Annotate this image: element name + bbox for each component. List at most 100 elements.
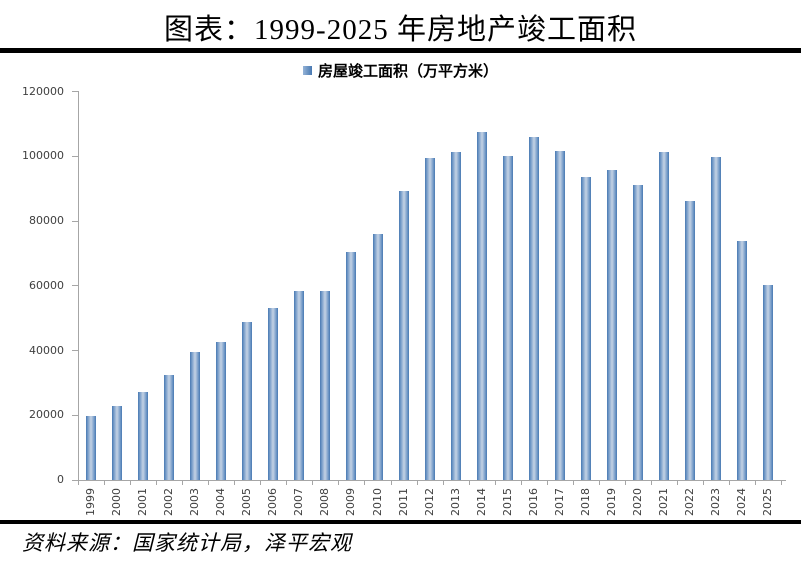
- x-axis-label: 2015: [500, 488, 514, 516]
- y-axis-tick: [72, 220, 78, 222]
- bar-2014: [476, 132, 487, 480]
- y-axis-tick: [72, 285, 78, 287]
- y-axis: [78, 91, 79, 481]
- x-axis-label: 2020: [630, 488, 644, 516]
- x-axis-label: 2011: [396, 488, 410, 516]
- legend-label: 房屋竣工面积（万平方米）: [317, 63, 498, 80]
- x-axis-tick: [78, 480, 79, 485]
- bar-2023: [711, 156, 721, 480]
- bar-2020: [632, 184, 643, 480]
- source-note: 资料来源：国家统计局，泽平宏观: [22, 531, 352, 555]
- x-axis-tick: [130, 480, 132, 485]
- x-axis-tick: [468, 480, 470, 485]
- x-axis-label: 2004: [214, 488, 228, 516]
- bar-2000: [112, 405, 123, 480]
- bar-2024: [737, 241, 747, 480]
- y-axis-tick: [72, 479, 78, 481]
- x-axis-label: 2010: [370, 488, 384, 516]
- x-axis-label: 2012: [422, 488, 436, 516]
- x-axis-tick: [520, 480, 522, 485]
- bar-2019: [606, 169, 617, 480]
- x-axis-tick: [416, 480, 418, 485]
- bar-2004: [216, 342, 227, 480]
- x-axis-label: 2021: [656, 488, 670, 516]
- x-axis-label: 2008: [318, 488, 332, 516]
- bar-2025: [763, 284, 774, 480]
- top-divider: [0, 48, 801, 53]
- bar-2007: [294, 291, 305, 480]
- x-axis-label: 2013: [448, 488, 462, 516]
- y-axis-label: 0: [57, 473, 64, 486]
- x-axis-label: 2007: [292, 488, 306, 516]
- x-axis-tick: [624, 480, 626, 485]
- bar-1999: [86, 416, 96, 480]
- bar-2005: [242, 322, 253, 480]
- y-axis-label: 100000: [22, 149, 64, 163]
- x-axis-tick: [390, 480, 392, 485]
- y-axis-tick: [72, 414, 78, 416]
- x-axis-label: 2017: [552, 488, 566, 516]
- x-axis-label: 2003: [188, 488, 202, 516]
- x-axis-tick: [234, 480, 236, 485]
- chart-title: 图表：1999-2025 年房地产竣工面积: [164, 14, 637, 46]
- x-axis-tick: [546, 480, 548, 485]
- y-axis-label: 60000: [29, 278, 64, 292]
- y-axis-tick: [72, 91, 78, 92]
- bar-2001: [138, 391, 149, 480]
- x-axis-tick: [494, 480, 496, 485]
- y-axis-label: 80000: [29, 214, 64, 227]
- y-axis-tick: [72, 155, 78, 157]
- x-axis-label: 2009: [344, 488, 358, 516]
- bar-2022: [684, 200, 695, 480]
- x-axis-label: 2022: [682, 488, 696, 516]
- bar-2011: [398, 190, 409, 480]
- bar-2009: [346, 252, 357, 480]
- x-axis-tick: [676, 480, 678, 485]
- x-axis-tick: [755, 480, 756, 485]
- x-axis-tick: [104, 480, 105, 485]
- x-axis-label: 2002: [162, 488, 176, 516]
- x-axis-label: 2005: [240, 488, 254, 516]
- x-axis-tick: [781, 480, 783, 485]
- y-axis-label: 20000: [29, 408, 64, 422]
- bar-2002: [164, 374, 175, 480]
- legend: 房屋竣工面积（万平方米）: [0, 61, 801, 80]
- x-axis-label: 2014: [474, 488, 488, 516]
- x-axis-tick: [156, 480, 158, 485]
- x-axis-tick: [208, 480, 210, 485]
- bar-2008: [320, 290, 331, 480]
- x-axis-tick: [442, 480, 444, 485]
- legend-marker-icon: [302, 65, 312, 75]
- x-axis-tick: [598, 480, 600, 485]
- x-axis-label: 2025: [761, 488, 775, 516]
- x-axis-tick: [650, 480, 652, 485]
- bar-2015: [502, 156, 513, 481]
- bottom-divider: [0, 520, 801, 524]
- x-axis-tick: [182, 480, 184, 485]
- bar-2016: [528, 136, 539, 480]
- x-axis-label: 2006: [266, 488, 280, 516]
- x-axis-label: 2000: [110, 488, 124, 516]
- x-axis-tick: [312, 480, 314, 485]
- bar-2010: [372, 234, 383, 480]
- x-axis-tick: [286, 480, 288, 485]
- y-axis-label: 120000: [22, 84, 64, 98]
- bar-2017: [554, 151, 565, 480]
- bar-2018: [580, 177, 591, 480]
- x-axis-label: 2016: [526, 488, 540, 516]
- y-axis-tick: [72, 350, 78, 351]
- bar-2003: [190, 351, 201, 480]
- x-axis: [78, 480, 786, 481]
- x-axis-tick: [703, 480, 704, 485]
- x-axis-tick: [338, 480, 340, 485]
- x-axis-tick: [572, 480, 574, 485]
- x-axis-label: 1999: [84, 488, 97, 516]
- x-axis-tick: [364, 480, 366, 485]
- x-axis-tick: [729, 480, 730, 485]
- x-axis-label: 2018: [578, 488, 592, 516]
- x-axis-label: 2001: [136, 488, 150, 516]
- bar-2013: [450, 151, 461, 480]
- bar-2006: [268, 308, 279, 480]
